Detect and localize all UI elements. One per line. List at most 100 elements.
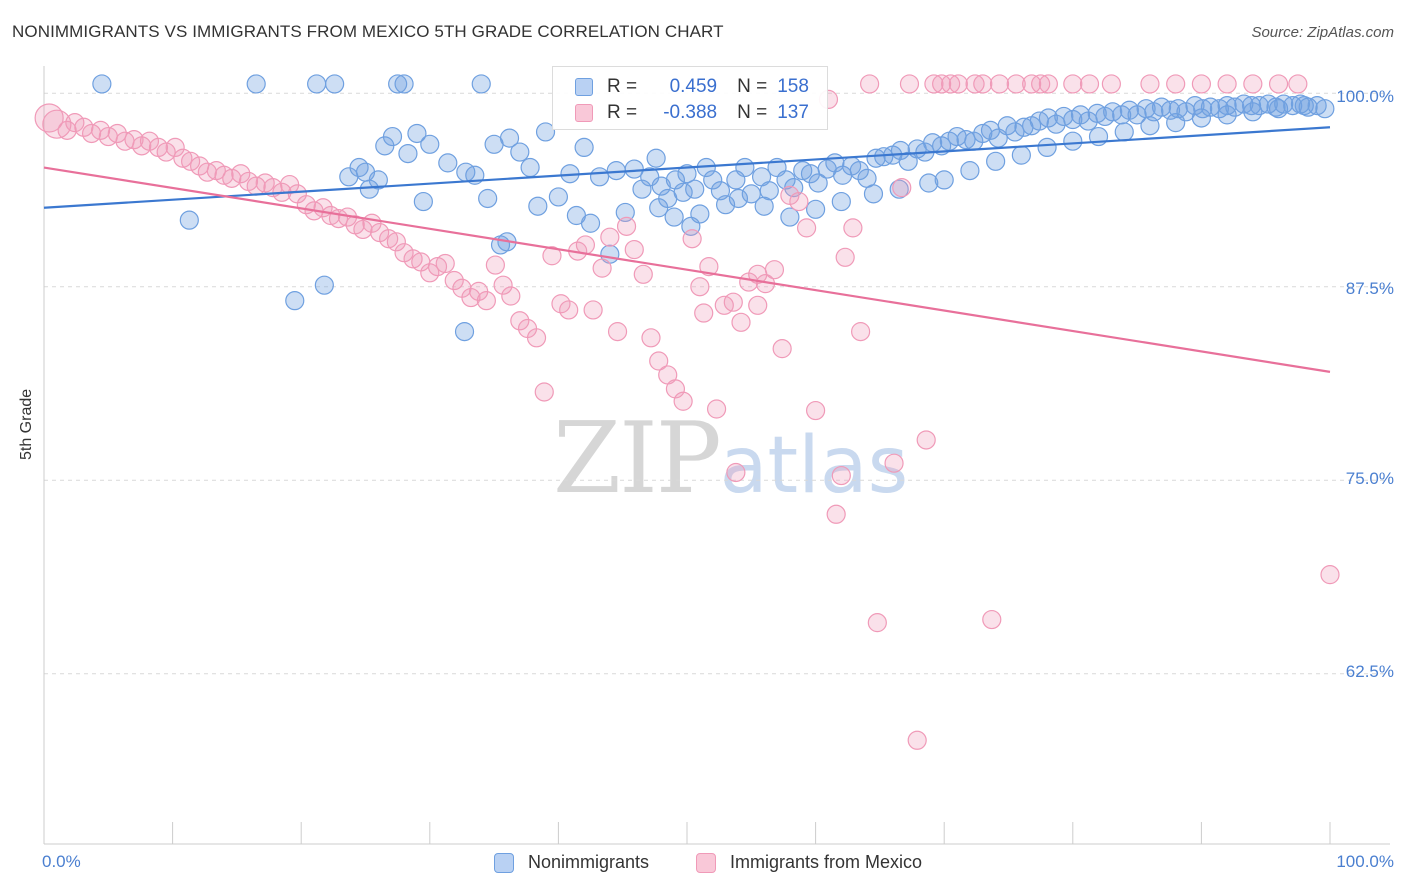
data-point <box>74 117 94 137</box>
data-point <box>615 202 635 223</box>
data-point <box>843 218 863 238</box>
data-point <box>776 170 796 190</box>
data-point <box>624 159 644 179</box>
data-point <box>42 109 72 139</box>
data-point <box>728 188 749 209</box>
data-point <box>528 196 548 216</box>
data-point <box>748 264 768 284</box>
data-point <box>435 253 455 274</box>
data-point <box>1063 74 1083 94</box>
data-point <box>941 74 961 94</box>
data-point <box>649 198 669 218</box>
data-point <box>285 291 305 311</box>
data-point <box>754 196 774 216</box>
data-point <box>165 137 185 157</box>
data-point <box>924 74 944 94</box>
trend-line <box>43 126 1331 209</box>
data-point <box>382 126 403 147</box>
data-point <box>649 351 669 371</box>
data-point <box>884 453 904 473</box>
data-point <box>92 74 112 94</box>
data-point <box>651 176 671 196</box>
data-point <box>1185 96 1205 116</box>
data-point <box>1140 74 1160 94</box>
data-point <box>526 328 547 348</box>
r-value: 0.459 <box>669 76 718 97</box>
data-point <box>1168 99 1188 119</box>
data-point <box>388 74 408 94</box>
data-point <box>863 184 884 204</box>
x-tick-label-min: 0.0% <box>42 852 81 871</box>
data-point <box>34 103 64 133</box>
data-point <box>580 213 601 233</box>
data-point <box>179 210 199 230</box>
data-point <box>664 207 684 227</box>
trend-line <box>43 166 1331 373</box>
data-point <box>454 322 475 342</box>
data-point <box>633 264 653 284</box>
data-point <box>575 235 596 255</box>
legend-row-nonimmigrants: R = 0.459 N = 158 <box>575 75 809 99</box>
n-label: N = <box>737 102 768 123</box>
data-point <box>403 249 423 269</box>
data-point <box>181 151 201 171</box>
x-tick-label-max: 100.0% <box>1336 852 1394 871</box>
data-point <box>407 123 427 144</box>
data-point <box>1243 74 1263 94</box>
data-point <box>860 74 880 94</box>
data-point <box>916 430 936 450</box>
data-point <box>764 260 785 280</box>
data-point <box>735 157 755 178</box>
data-point <box>65 113 85 133</box>
data-point <box>485 255 505 275</box>
data-point <box>124 130 144 150</box>
data-point <box>1294 96 1314 116</box>
legend-swatch-pink <box>696 852 716 873</box>
data-point <box>1268 74 1289 94</box>
data-point <box>501 286 521 306</box>
data-point <box>699 256 719 277</box>
data-point <box>476 291 496 311</box>
data-point <box>1114 122 1134 142</box>
n-value: 158 <box>777 76 809 97</box>
data-point <box>1209 99 1230 119</box>
data-point <box>420 134 440 154</box>
data-point <box>703 170 723 190</box>
data-point <box>1283 96 1303 116</box>
data-point <box>907 730 927 750</box>
data-point <box>892 178 912 198</box>
data-point <box>989 74 1010 94</box>
data-point <box>231 164 251 184</box>
data-point <box>1079 74 1100 94</box>
data-point <box>1005 122 1025 142</box>
data-point <box>1241 96 1262 116</box>
data-point <box>706 399 727 419</box>
data-point <box>535 122 556 142</box>
data-point <box>960 161 980 181</box>
data-point <box>793 161 813 181</box>
data-point <box>1031 74 1051 94</box>
y-tick-label: 100.0% <box>1336 87 1394 106</box>
watermark-zip: ZIP <box>553 402 722 516</box>
data-point <box>1268 99 1289 119</box>
data-point <box>314 275 334 295</box>
data-point <box>1160 100 1181 120</box>
data-point <box>574 137 594 157</box>
n-value: 137 <box>777 102 809 123</box>
data-point <box>1258 94 1278 114</box>
series-legend: Nonimmigrants Immigrants from Mexico <box>0 852 1406 878</box>
axes <box>43 66 1390 845</box>
data-point <box>551 294 571 314</box>
data-point <box>982 609 1002 630</box>
data-point <box>1140 116 1160 136</box>
legend-item-immigrants-from-mexico: Immigrants from Mexico <box>696 852 922 873</box>
data-point <box>1288 74 1308 94</box>
stats-legend: R = 0.459 N = 158 R = -0.388 N = 137 <box>552 66 828 130</box>
data-point <box>222 168 242 188</box>
data-point <box>1006 74 1026 94</box>
data-point <box>600 227 620 247</box>
data-point <box>835 247 855 267</box>
data-point <box>1315 99 1335 119</box>
data-point <box>1037 137 1057 157</box>
